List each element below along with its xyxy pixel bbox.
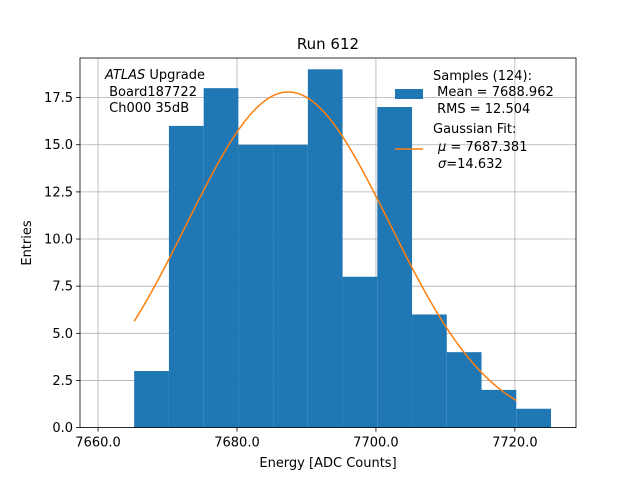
info-annotation: ATLAS Upgrade Board187722 Ch000 35dB xyxy=(104,68,205,116)
y-axis-ticks: 0.0 2.5 5.0 7.5 10.0 12.5 15.0 17.5 xyxy=(44,91,80,436)
legend-fit-label: Gaussian Fit: xyxy=(433,122,516,137)
x-axis-ticks: 7660.0 7680.0 7700.0 7720.0 xyxy=(75,427,538,451)
histogram-bar xyxy=(446,352,482,428)
y-tick-label: 7.5 xyxy=(52,280,73,295)
x-tick-label: 7720.0 xyxy=(492,436,538,451)
histogram-bar xyxy=(203,88,239,428)
histogram-bar xyxy=(307,69,343,428)
histogram-bar xyxy=(377,107,413,428)
y-tick-label: 10.0 xyxy=(44,233,73,248)
legend-mean: Mean = 7688.962 xyxy=(433,85,554,100)
gaussian-fit-curve xyxy=(133,91,517,402)
histogram-bar xyxy=(168,125,204,428)
legend-sigma: σ=14.632 xyxy=(438,157,503,172)
histogram-bar xyxy=(273,144,308,428)
histogram-bar xyxy=(134,371,169,428)
y-tick-label: 5.0 xyxy=(52,327,73,342)
x-axis-label: Energy [ADC Counts] xyxy=(259,456,396,471)
legend-samples-swatch xyxy=(395,89,423,99)
legend-sigma-symbol: σ xyxy=(438,157,447,172)
annotation-board: Board187722 xyxy=(105,85,197,100)
legend-sigma-value: =14.632 xyxy=(446,157,502,172)
annotation-experiment: ATLAS xyxy=(104,68,145,83)
legend: Samples (124): Mean = 7688.962 RMS = 12.… xyxy=(395,69,554,172)
y-tick-label: 0.0 xyxy=(52,421,73,436)
histogram-bars xyxy=(134,69,551,428)
y-axis-label: Entries xyxy=(20,220,35,266)
histogram-bar xyxy=(412,314,447,428)
histogram-bar xyxy=(516,408,551,428)
x-tick-label: 7660.0 xyxy=(75,436,121,451)
annotation-channel: Ch000 35dB xyxy=(105,101,189,116)
histogram-bar xyxy=(342,276,378,428)
legend-samples-label: Samples (124): xyxy=(433,69,532,84)
legend-mu-symbol: μ xyxy=(437,140,446,155)
legend-mu: μ = 7687.381 xyxy=(437,140,527,155)
y-tick-label: 17.5 xyxy=(44,91,73,106)
y-tick-label: 2.5 xyxy=(52,374,73,389)
histogram-bar xyxy=(481,389,517,428)
legend-mu-value: = 7687.381 xyxy=(446,140,527,155)
plot-frame xyxy=(79,57,577,429)
x-tick-label: 7700.0 xyxy=(353,436,399,451)
x-tick-label: 7680.0 xyxy=(214,436,260,451)
chart-title: Run 612 xyxy=(297,35,359,53)
y-tick-label: 15.0 xyxy=(44,138,73,153)
histogram-bar xyxy=(238,144,274,428)
legend-rms: RMS = 12.504 xyxy=(433,102,530,117)
annotation-line-1: ATLAS Upgrade xyxy=(104,68,205,83)
y-tick-label: 12.5 xyxy=(44,185,73,200)
annotation-upgrade: Upgrade xyxy=(145,68,205,83)
